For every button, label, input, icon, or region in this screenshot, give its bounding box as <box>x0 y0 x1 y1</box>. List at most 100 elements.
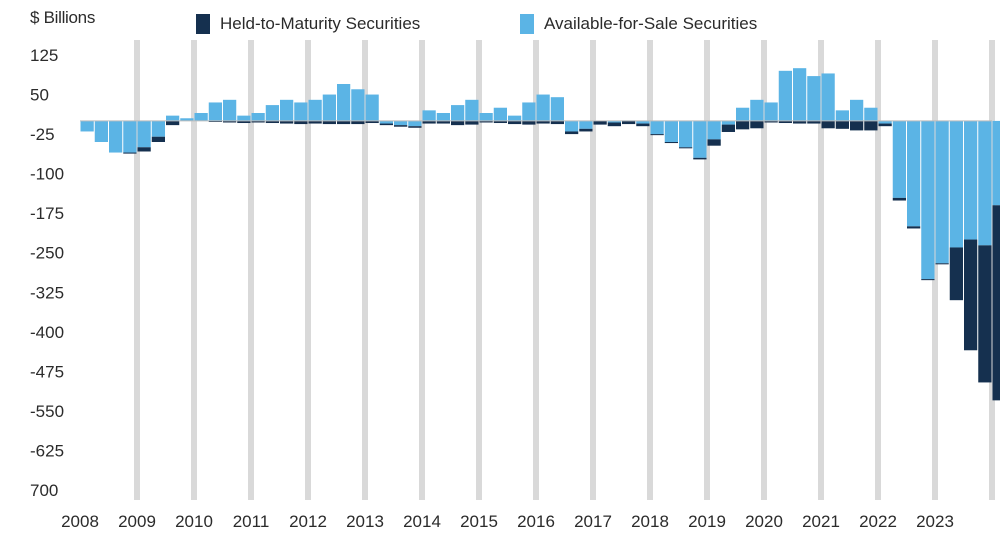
y-tick-label: -550 <box>30 402 64 421</box>
bar-afs <box>949 120 963 248</box>
bar-afs <box>921 120 935 280</box>
x-tick-label: 2015 <box>460 512 498 531</box>
bar-htm <box>821 120 835 129</box>
bar-afs <box>835 110 849 121</box>
bar-htm <box>878 123 892 127</box>
bar-afs <box>978 120 992 246</box>
x-tick-label: 2021 <box>802 512 840 531</box>
bar-htm <box>650 134 664 136</box>
bar-htm <box>622 120 636 125</box>
bar-afs <box>166 115 180 121</box>
bar-afs <box>94 120 108 142</box>
bar-afs <box>807 76 821 121</box>
bar-htm <box>550 120 564 125</box>
x-tick-label: 2017 <box>574 512 612 531</box>
bar-afs <box>964 120 978 240</box>
bar-htm <box>964 239 978 351</box>
bar-afs <box>194 113 208 121</box>
bar-afs <box>522 102 536 121</box>
bar-htm <box>451 120 465 126</box>
bar-htm <box>935 263 949 265</box>
y-tick-label: 125 <box>30 46 58 65</box>
bar-afs <box>750 99 764 121</box>
bar-htm <box>208 120 222 122</box>
bar-htm <box>436 120 450 124</box>
legend-swatch-afs <box>520 14 534 34</box>
y-tick-label: -475 <box>30 362 64 381</box>
bar-afs <box>850 99 864 121</box>
bar-afs <box>308 99 322 121</box>
bar-htm <box>778 120 792 124</box>
bar-htm <box>750 120 764 129</box>
x-tick-label: 2013 <box>346 512 384 531</box>
bar-afs <box>408 120 422 127</box>
x-tick-label: 2018 <box>631 512 669 531</box>
x-axis-ticks: 2008 2009 2010 2011 2012 2013 2014 2015 2016 2017… <box>61 512 954 531</box>
bar-htm <box>294 120 308 125</box>
legend-swatch-htm <box>196 14 210 34</box>
y-axis-ticks: 125 50 -25 -100 -175 -250 -325 -400 -475 -550 -625… <box>30 46 64 500</box>
bar-htm <box>123 152 137 154</box>
bar-afs <box>237 115 251 121</box>
bar-htm <box>664 142 678 144</box>
bar-htm <box>322 120 336 125</box>
bar-htm <box>864 120 878 131</box>
bar-htm <box>465 120 479 125</box>
bar-afs <box>992 120 1000 206</box>
bar-htm <box>579 128 593 132</box>
bar-afs <box>508 115 522 121</box>
bar-htm <box>536 120 550 124</box>
bar-afs <box>892 120 906 198</box>
bar-htm <box>223 120 237 123</box>
bar-afs <box>123 120 137 153</box>
y-tick-label: 700 <box>30 481 58 500</box>
bar-htm <box>408 126 422 128</box>
bar-afs <box>479 113 493 121</box>
bar-afs <box>294 102 308 121</box>
legend-label-htm: Held-to-Maturity Securities <box>220 14 421 33</box>
bar-htm <box>593 120 607 125</box>
x-tick-label: 2009 <box>118 512 156 531</box>
bar-htm <box>308 120 322 124</box>
bar-afs <box>550 97 564 121</box>
bar-afs <box>422 110 436 121</box>
bar-htm <box>151 136 165 142</box>
bar-htm <box>337 120 351 125</box>
bar-afs <box>650 120 664 135</box>
bar-afs <box>679 120 693 148</box>
bar-afs <box>878 120 892 124</box>
y-tick-label: -250 <box>30 244 64 263</box>
y-tick-label: -175 <box>30 204 64 223</box>
bar-htm <box>807 120 821 124</box>
bar-series <box>80 68 1000 401</box>
bar-afs <box>265 105 279 121</box>
x-tick-label: 2022 <box>859 512 897 531</box>
bar-htm <box>137 147 151 152</box>
bar-htm <box>394 125 408 127</box>
bar-afs <box>451 105 465 121</box>
bar-htm <box>636 123 650 127</box>
bar-htm <box>251 120 265 123</box>
bar-afs <box>465 99 479 121</box>
year-gridlines <box>134 40 995 500</box>
bar-afs <box>208 102 222 121</box>
bar-htm <box>237 120 251 124</box>
bar-afs <box>280 99 294 121</box>
bar-htm <box>522 120 536 125</box>
bar-afs <box>821 73 835 121</box>
y-axis-unit-label: $ Billions <box>30 8 96 27</box>
bar-afs <box>778 70 792 121</box>
bar-htm <box>892 197 906 201</box>
x-tick-label: 2014 <box>403 512 441 531</box>
bar-htm <box>721 124 735 132</box>
bar-afs <box>322 94 336 121</box>
bar-htm <box>679 147 693 149</box>
bar-htm <box>607 122 621 127</box>
y-tick-label: -25 <box>30 125 55 144</box>
bar-afs <box>180 118 194 121</box>
bar-afs <box>536 94 550 121</box>
bar-afs <box>907 120 921 227</box>
x-tick-label: 2019 <box>688 512 726 531</box>
